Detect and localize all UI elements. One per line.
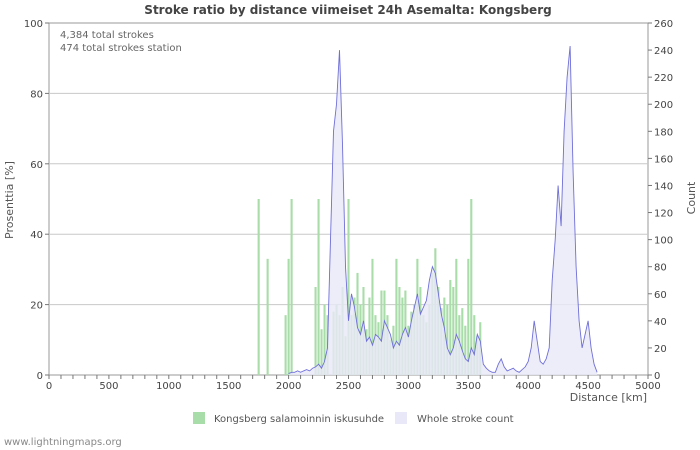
x-tick-label: 5000: [635, 381, 660, 392]
x-tick-label: 1000: [156, 381, 181, 392]
y-left-tick-label: 0: [37, 371, 43, 382]
x-tick-label: 3500: [456, 381, 481, 392]
y-left-tick-label: 40: [30, 230, 43, 241]
ratio-bar: [395, 258, 398, 375]
y-right-tick-label: 80: [654, 263, 667, 274]
stroke-count-line: [288, 45, 598, 375]
stroke-count-fill: [288, 46, 598, 375]
x-tick-label: 1500: [216, 381, 241, 392]
x-tick-label: 0: [46, 381, 52, 392]
legend-label-ratio: Kongsberg salamoinnin iskusuhde: [214, 414, 384, 425]
ratio-bar: [371, 258, 374, 375]
ratio-bar: [452, 287, 455, 375]
y-right-tick-label: 180: [654, 127, 673, 138]
ratio-bar: [320, 329, 323, 375]
ratio-bar: [347, 199, 350, 375]
legend-label-count: Whole stroke count: [417, 414, 514, 425]
x-tick-label: 2000: [276, 381, 301, 392]
info-line-station: 474 total strokes station: [60, 43, 182, 54]
x-tick-label: 2500: [336, 381, 361, 392]
y-right-tick-label: 140: [654, 181, 673, 192]
ratio-bar: [314, 287, 317, 375]
legend: Kongsberg salamoinnin iskusuhde Whole st…: [193, 412, 514, 425]
y-left-tick-label: 60: [30, 160, 43, 171]
ratio-bar: [287, 258, 290, 375]
ratio-bar: [380, 290, 383, 375]
ratio-bar: [368, 297, 371, 375]
y-right-tick-label: 40: [654, 317, 667, 328]
y-right-tick-label: 240: [654, 46, 673, 57]
x-axis-label: Distance [km]: [570, 391, 647, 404]
y-left-tick-label: 100: [24, 19, 43, 30]
x-tick-label: 3000: [396, 381, 421, 392]
y-axis-right-label: Count: [685, 181, 698, 214]
y-right-tick-label: 160: [654, 154, 673, 165]
y-left-tick-label: 20: [30, 301, 43, 312]
ratio-bar: [446, 304, 449, 375]
x-tick-label: 4000: [515, 381, 540, 392]
y-axis-left-label: Prosenttia [%]: [3, 161, 16, 239]
ratio-bar: [290, 199, 293, 375]
y-right-tick-label: 260: [654, 19, 673, 30]
chart-title: Stroke ratio by distance viimeiset 24h A…: [144, 3, 551, 17]
legend-swatch-ratio: [193, 412, 205, 424]
y-right-tick-label: 200: [654, 100, 673, 111]
y-left-tick-label: 80: [30, 89, 43, 100]
footer-credit: www.lightningmaps.org: [4, 437, 122, 448]
y-right-tick-label: 20: [654, 344, 667, 355]
ratio-bar: [323, 304, 326, 375]
ratio-bar: [257, 199, 260, 375]
ratio-bar: [461, 308, 464, 375]
y-right-tick-label: 60: [654, 290, 667, 301]
ratio-bar: [356, 272, 359, 375]
stroke-count-area: [288, 45, 598, 375]
y-right-tick-label: 220: [654, 73, 673, 84]
x-tick-label: 4500: [575, 381, 600, 392]
y-right-tick-label: 100: [654, 236, 673, 247]
ratio-bar: [464, 325, 467, 375]
y-right-tick-label: 120: [654, 209, 673, 220]
ratio-bar: [470, 199, 473, 375]
legend-swatch-count: [395, 412, 407, 424]
x-tick-label: 500: [99, 381, 118, 392]
y-right-tick-label: 0: [654, 371, 660, 382]
ratio-bar: [266, 258, 269, 375]
ratio-bar: [398, 287, 401, 375]
ratio-bar: [317, 199, 320, 375]
ratio-bar: [455, 258, 458, 375]
ratio-bar: [473, 315, 476, 375]
ratio-bar: [284, 315, 287, 375]
info-line-total: 4,384 total strokes: [60, 30, 154, 41]
ratio-bar: [449, 279, 452, 375]
axes: 0204060801000204060801001201401601802002…: [24, 19, 673, 392]
ratio-bar: [467, 258, 470, 375]
